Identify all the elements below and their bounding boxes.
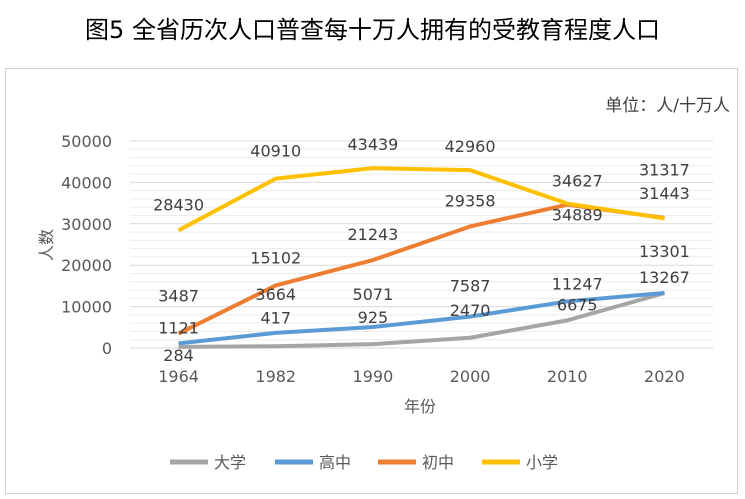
data-point bbox=[469, 337, 471, 339]
x-tick-label: 1990 bbox=[353, 367, 394, 386]
data-point bbox=[372, 259, 374, 261]
data-label: 31443 bbox=[639, 184, 690, 203]
data-point bbox=[372, 343, 374, 345]
data-label: 3664 bbox=[255, 285, 296, 304]
legend-label: 高中 bbox=[319, 453, 351, 472]
data-point bbox=[275, 345, 277, 347]
x-tick-label: 2000 bbox=[450, 367, 491, 386]
series-line-大学 bbox=[178, 291, 665, 349]
y-tick-label: 30000 bbox=[61, 215, 112, 234]
data-label: 284 bbox=[163, 346, 194, 365]
y-tick-label: 50000 bbox=[61, 132, 112, 151]
data-point bbox=[275, 332, 277, 334]
data-point bbox=[372, 167, 374, 169]
data-point bbox=[178, 229, 180, 231]
y-tick-label: 0 bbox=[102, 339, 112, 358]
x-tick-label: 2010 bbox=[547, 367, 588, 386]
data-point bbox=[178, 333, 180, 335]
y-tick-label: 40000 bbox=[61, 173, 112, 192]
legend-label: 初中 bbox=[422, 453, 454, 472]
legend-label: 小学 bbox=[526, 453, 558, 472]
data-point bbox=[663, 292, 665, 294]
series-line-小学 bbox=[177, 166, 665, 233]
data-label: 7587 bbox=[450, 277, 491, 296]
x-tick-label: 2020 bbox=[644, 367, 685, 386]
data-label: 925 bbox=[358, 308, 389, 327]
data-label: 34627 bbox=[552, 172, 603, 191]
data-point bbox=[178, 342, 180, 344]
data-label: 6675 bbox=[557, 295, 598, 314]
unit-note: 单位：人/十万人 bbox=[605, 96, 730, 116]
chart-frame bbox=[5, 68, 738, 494]
data-label: 42960 bbox=[445, 137, 496, 156]
legend-label: 大学 bbox=[214, 453, 246, 472]
data-point bbox=[178, 346, 180, 348]
data-label: 40910 bbox=[250, 142, 301, 161]
data-point bbox=[566, 300, 568, 302]
data-point bbox=[469, 225, 471, 227]
data-point bbox=[566, 203, 568, 205]
data-label: 11247 bbox=[552, 274, 603, 293]
data-label: 21243 bbox=[347, 225, 398, 244]
data-label: 29358 bbox=[445, 191, 496, 210]
y-tick-label: 20000 bbox=[61, 256, 112, 275]
y-tick-label: 10000 bbox=[61, 298, 112, 317]
data-label: 43439 bbox=[347, 135, 398, 154]
data-label: 2470 bbox=[450, 301, 491, 320]
data-label: 34889 bbox=[552, 206, 603, 225]
data-point bbox=[275, 178, 277, 180]
data-label: 1121 bbox=[158, 318, 199, 337]
data-point bbox=[469, 169, 471, 171]
x-tick-label: 1964 bbox=[158, 367, 199, 386]
y-axis-label: 人数 bbox=[37, 229, 56, 261]
chart-title: 图5 全省历次人口普查每十万人拥有的受教育程度人口 bbox=[85, 16, 660, 44]
data-point bbox=[663, 217, 665, 219]
data-point bbox=[469, 316, 471, 318]
data-point bbox=[372, 326, 374, 328]
data-point bbox=[275, 284, 277, 286]
data-label: 5071 bbox=[353, 285, 394, 304]
x-tick-label: 1982 bbox=[255, 367, 296, 386]
series-line-高中 bbox=[178, 290, 665, 346]
data-label: 31317 bbox=[639, 160, 690, 179]
data-label: 3487 bbox=[158, 287, 199, 306]
data-label: 13267 bbox=[639, 268, 690, 287]
x-axis-label: 年份 bbox=[404, 397, 436, 416]
data-label: 13301 bbox=[639, 242, 690, 261]
data-label: 28430 bbox=[153, 195, 204, 214]
data-label: 417 bbox=[260, 308, 291, 327]
data-label: 15102 bbox=[250, 248, 301, 267]
data-point bbox=[566, 319, 568, 321]
